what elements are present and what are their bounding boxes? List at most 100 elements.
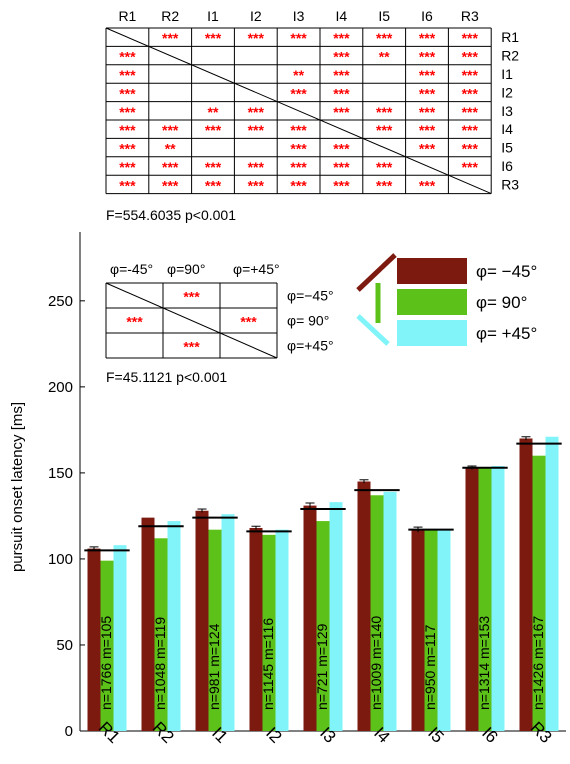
significance-cell: *** — [462, 85, 479, 101]
inset-row-header: φ=−45° — [287, 288, 334, 304]
column-header-I5: I5 — [378, 8, 390, 24]
bar-I2-series-1 — [262, 534, 276, 731]
significance-cell: ** — [293, 67, 304, 83]
significance-cell: *** — [462, 141, 479, 157]
y-tick-label: 150 — [48, 465, 73, 482]
significance-cell: *** — [462, 104, 479, 120]
significance-cell: *** — [376, 159, 393, 175]
inset-column-header: φ=90° — [167, 261, 205, 277]
significance-cell: *** — [248, 159, 265, 175]
bar-I3-series-0 — [303, 505, 317, 731]
bar-annotation-I6: n=1314 m=153 — [476, 616, 492, 710]
bar-R2-series-0 — [141, 517, 155, 731]
significance-cell: *** — [462, 49, 479, 65]
significance-cell: *** — [419, 104, 436, 120]
significance-cell: *** — [419, 85, 436, 101]
bar-annotation-I4: n=1009 m=140 — [368, 616, 384, 710]
significance-matrix-inset: φ=-45° φ=90° φ=+45° φ=−45° φ= 90° φ=+45° *** **… — [105, 261, 334, 359]
row-header-I6: I6 — [501, 158, 513, 174]
significance-cell: *** — [162, 122, 179, 138]
legend-swatch-2 — [397, 320, 467, 346]
diagonal-line — [105, 27, 492, 195]
bar-R1-series-1 — [100, 560, 114, 731]
bar-R2-series-1 — [154, 538, 168, 731]
bar-R3-series-2 — [545, 436, 559, 731]
y-tick-label: 50 — [56, 637, 73, 654]
significance-cell: *** — [290, 159, 307, 175]
significance-cell: ** — [208, 104, 219, 120]
y-tick-label: 200 — [48, 379, 73, 396]
inset-matrix-stats: F=45.1121 p<0.001 — [106, 369, 227, 385]
bar-annotation-I3: n=721 m=129 — [314, 623, 330, 710]
column-header-R2: R2 — [161, 8, 179, 24]
bar-R3-series-0 — [519, 438, 533, 731]
significance-cell: *** — [119, 159, 136, 175]
chart-legend: φ= −45° φ= 90° φ= +45° — [356, 253, 537, 346]
bar-R3-series-1 — [532, 455, 546, 731]
bar-annotation-R3: n=1426 m=167 — [530, 616, 546, 710]
bar-R1-series-0 — [87, 548, 101, 731]
significance-cell: ** — [379, 49, 390, 65]
significance-cell: *** — [119, 141, 136, 157]
significance-cell: *** — [119, 177, 136, 193]
bar-I5-series-0 — [411, 529, 425, 731]
y-axis-label: pursuit onset latency [ms] — [9, 402, 26, 572]
inset-row-header: φ=+45° — [287, 338, 334, 354]
y-tick-label: 100 — [48, 551, 73, 568]
significance-cell: *** — [462, 67, 479, 83]
bar-I6-series-1 — [478, 467, 492, 731]
inset-diagonal — [105, 282, 278, 359]
bar-I6-series-0 — [465, 467, 479, 731]
row-header-R1: R1 — [501, 29, 519, 45]
significance-cell: *** — [333, 49, 350, 65]
significance-cell: *** — [119, 85, 136, 101]
significance-cell: *** — [376, 104, 393, 120]
inset-row-header: φ= 90° — [287, 313, 329, 329]
significance-cell: *** — [119, 67, 136, 83]
legend-orientation-2 — [356, 314, 390, 346]
bar-I5-series-1 — [424, 529, 438, 731]
column-header-I2: I2 — [250, 8, 262, 24]
significance-cell: *** — [290, 30, 307, 46]
significance-cell: *** — [290, 122, 307, 138]
significance-cell: *** — [333, 30, 350, 46]
significance-cell: *** — [248, 30, 265, 46]
significance-cell: *** — [333, 159, 350, 175]
inset-significance-cell: *** — [240, 314, 257, 330]
legend-orientation-0 — [356, 253, 397, 292]
bar-I4-series-2 — [383, 491, 397, 731]
inset-significance-cell: *** — [183, 289, 200, 305]
legend-label-1: φ= 90° — [476, 293, 527, 312]
significance-cell: *** — [376, 122, 393, 138]
significance-cell: *** — [248, 104, 265, 120]
column-header-I1: I1 — [207, 8, 219, 24]
inset-significance-cell: *** — [126, 314, 143, 330]
significance-cell: *** — [419, 141, 436, 157]
row-header-I3: I3 — [501, 103, 513, 119]
bar-R2-series-2 — [167, 521, 181, 731]
column-header-R3: R3 — [461, 8, 479, 24]
column-header-I4: I4 — [336, 8, 348, 24]
column-header-R1: R1 — [118, 8, 136, 24]
significance-cell: *** — [333, 104, 350, 120]
significance-cell: *** — [290, 85, 307, 101]
bar-I1-series-1 — [208, 529, 222, 731]
significance-cell: *** — [290, 141, 307, 157]
main-matrix-stats: F=554.6035 p<0.001 — [106, 207, 236, 223]
row-header-R3: R3 — [501, 176, 519, 192]
significance-cell: *** — [205, 122, 222, 138]
inset-column-header: φ=-45° — [110, 261, 153, 277]
significance-cell: *** — [248, 122, 265, 138]
significance-cell: *** — [333, 177, 350, 193]
significance-cell: *** — [419, 67, 436, 83]
row-header-I1: I1 — [501, 66, 513, 82]
row-header-I2: I2 — [501, 84, 513, 100]
significance-cell: *** — [462, 159, 479, 175]
legend-swatch-0 — [397, 258, 467, 284]
significance-cell: *** — [333, 85, 350, 101]
significance-cell: *** — [248, 177, 265, 193]
bar-annotation-I5: n=950 m=117 — [422, 624, 438, 710]
bar-I4-series-1 — [370, 495, 384, 731]
